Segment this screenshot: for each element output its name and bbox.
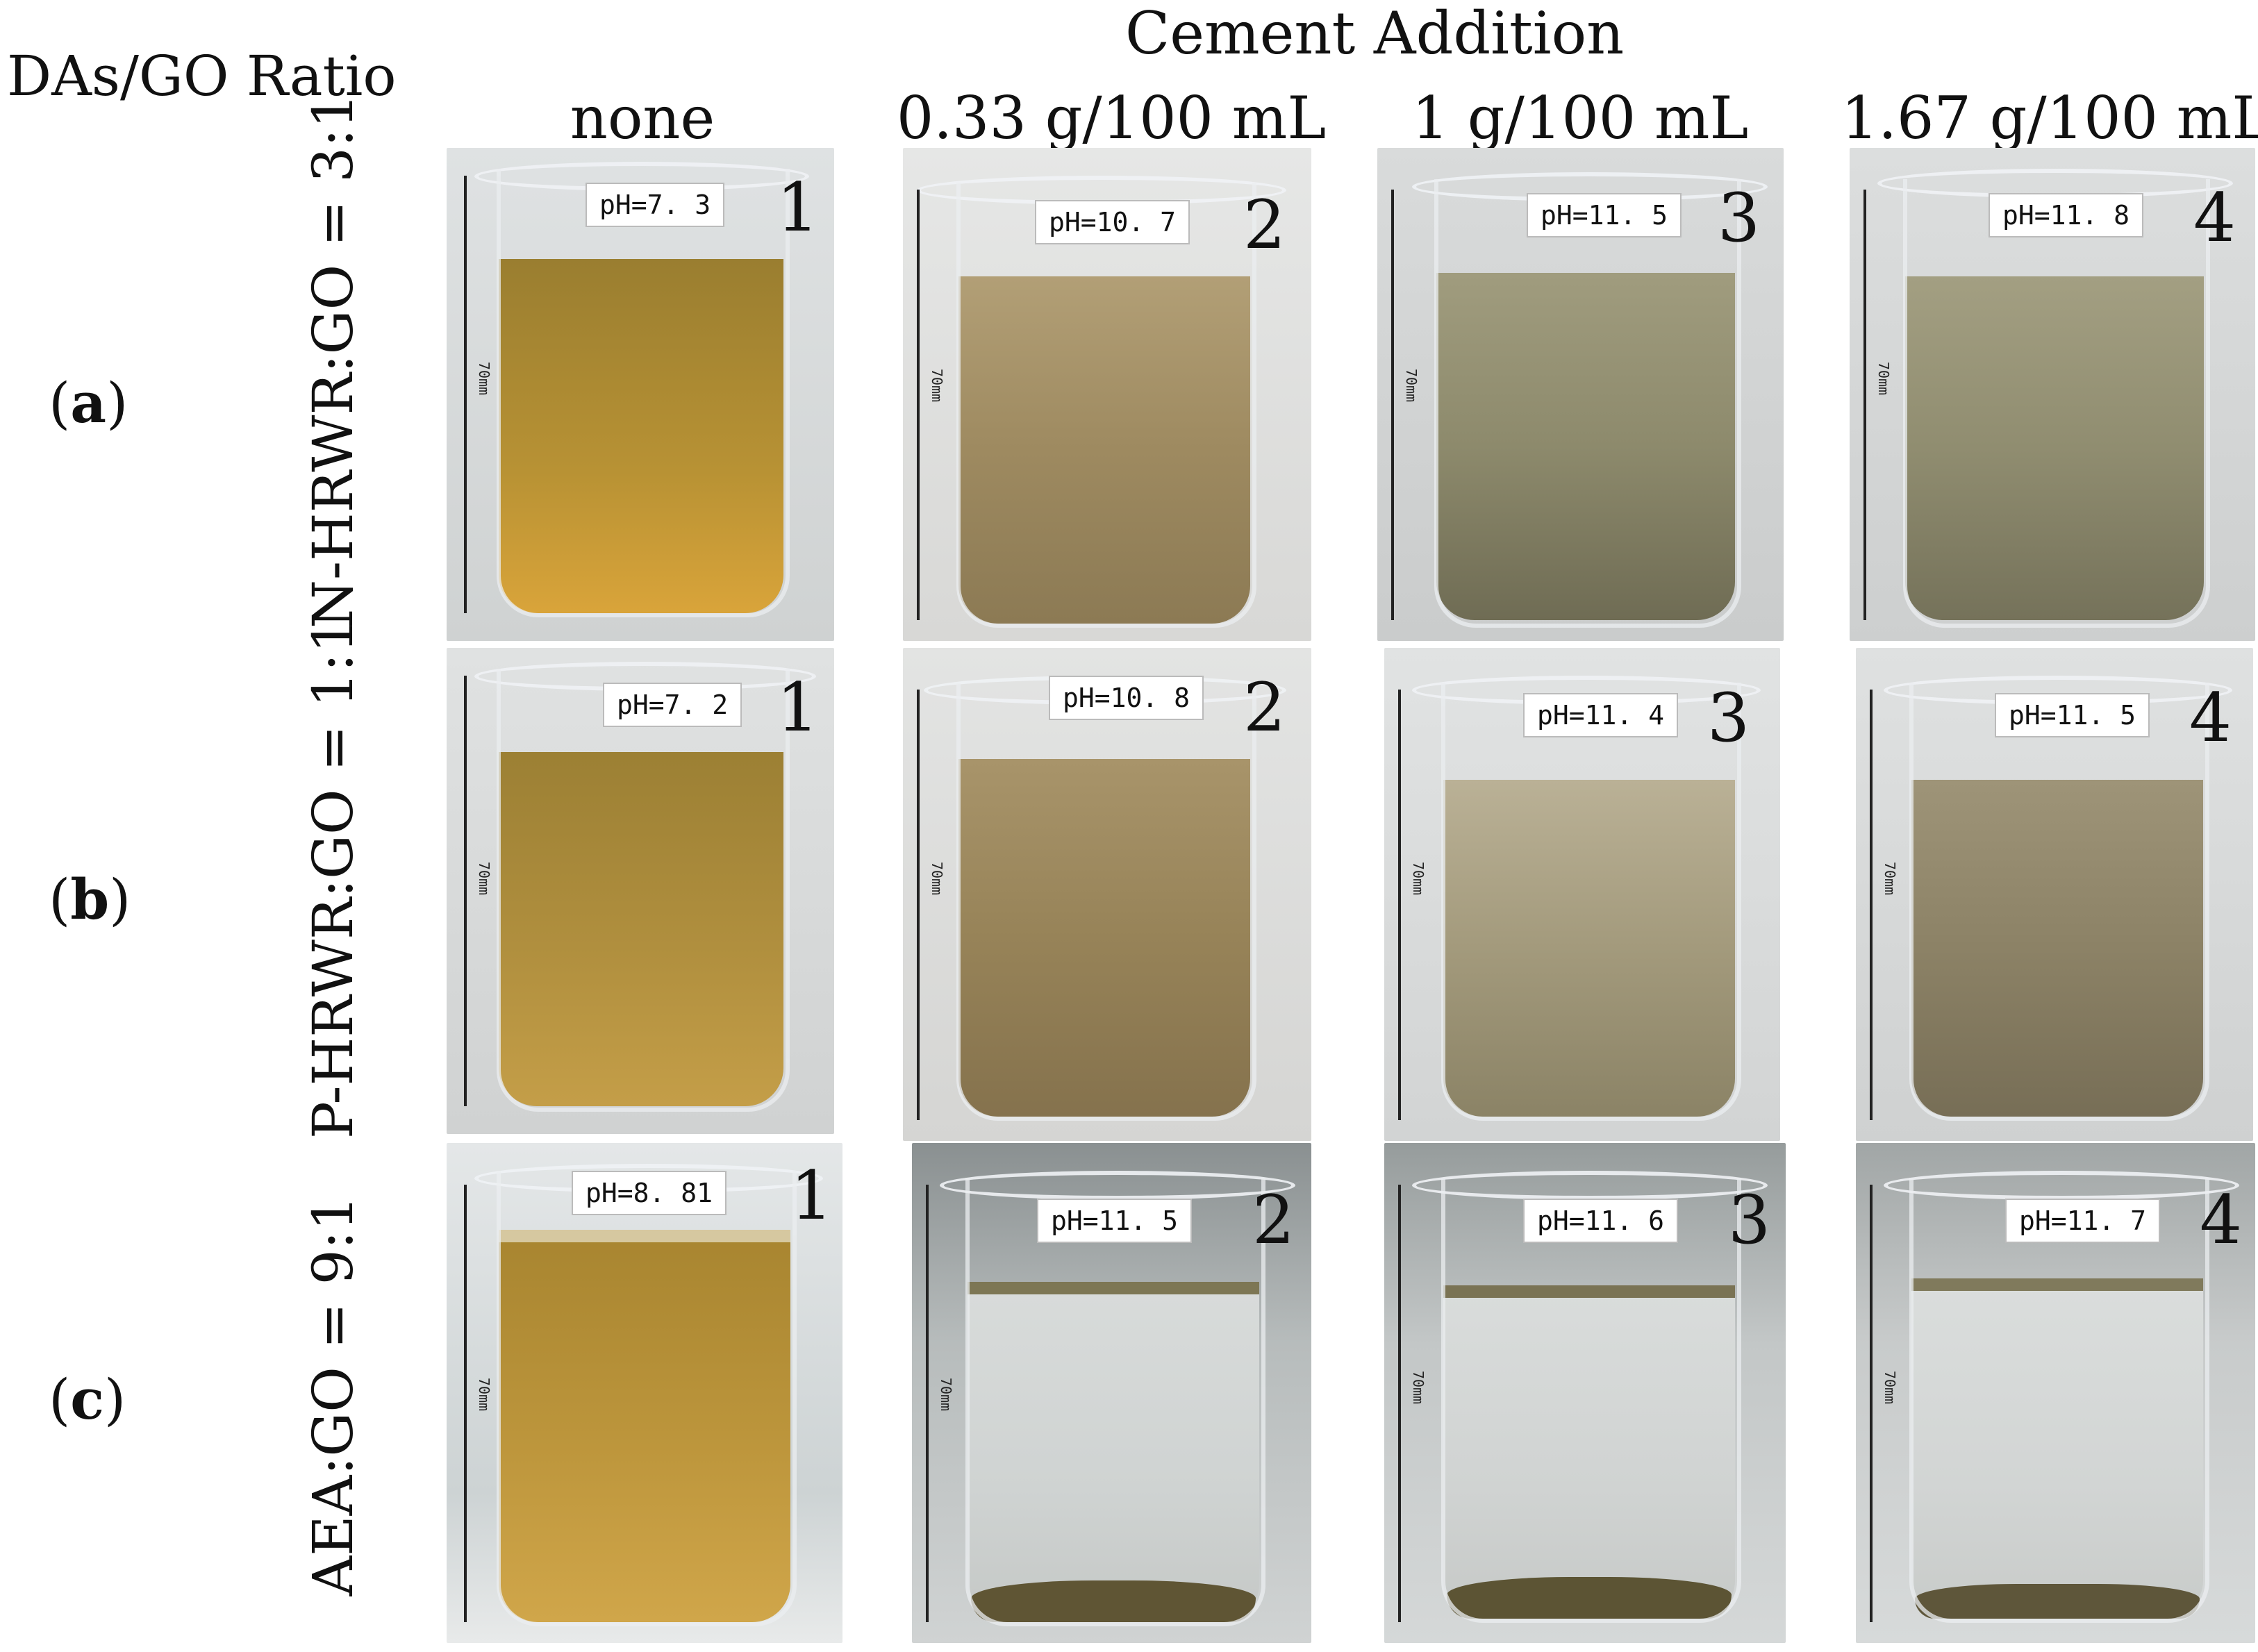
sample-number: 1 (790, 1157, 833, 1235)
beaker-photo-a2: 70mm pH=10. 7 2 (903, 148, 1311, 641)
ph-label: pH=11. 5 (1995, 693, 2150, 737)
row-label-a: (a) (49, 370, 128, 435)
scale-label: 70mm (1882, 1370, 1899, 1405)
sample-number: 2 (1243, 669, 1286, 746)
beaker-photo-c1: 70mm pH=8. 81 1 (447, 1143, 842, 1643)
sample-number: 2 (1252, 1181, 1295, 1259)
row-label-b: (b) (49, 867, 131, 932)
column-label-1-67: 1.67 g/100 mL (1841, 84, 2258, 152)
dasgo-ratio-header: DAs/GO Ratio (7, 44, 397, 108)
scale-label: 70mm (1410, 861, 1427, 896)
ph-label: pH=11. 5 (1527, 193, 1682, 237)
scale-label: 70mm (1882, 861, 1899, 896)
sample-number: 1 (777, 669, 820, 746)
scale-label: 70mm (476, 861, 493, 896)
beaker-photo-c4: 70mm pH=11. 7 4 (1856, 1143, 2255, 1643)
sample-number: 3 (1728, 1181, 1771, 1259)
cement-addition-header: Cement Addition (1125, 0, 1625, 67)
group-label-a: N-HRWR:GO = 3:1 (301, 93, 365, 628)
ph-label: pH=10. 7 (1035, 200, 1190, 244)
ph-label: pH=11. 4 (1523, 693, 1679, 737)
beaker-photo-a3: 70mm pH=11. 5 3 (1377, 148, 1784, 641)
row-label-c: (c) (49, 1367, 126, 1432)
sample-number: 1 (777, 169, 820, 247)
ph-label: pH=10. 8 (1049, 676, 1204, 720)
column-label-1: 1 g/100 mL (1411, 84, 1749, 152)
beaker-photo-c2: 70mm pH=11. 5 2 (912, 1143, 1311, 1643)
ph-label: pH=11. 5 (1037, 1199, 1193, 1243)
beaker-photo-a4: 70mm pH=11. 8 4 (1850, 148, 2255, 641)
column-label-none: none (570, 84, 715, 152)
ph-label: pH=11. 6 (1523, 1199, 1679, 1243)
sample-number: 4 (2200, 1181, 2243, 1259)
group-label-b: P-HRWR:GO = 1:1 (301, 617, 365, 1139)
sample-number: 2 (1243, 186, 1286, 264)
ph-label: pH=8. 81 (572, 1171, 727, 1215)
column-label-0-33: 0.33 g/100 mL (896, 84, 1327, 152)
scale-label: 70mm (1875, 361, 1893, 396)
ph-label: pH=7. 3 (586, 183, 725, 227)
beaker-photo-c3: 70mm pH=11. 6 3 (1384, 1143, 1786, 1643)
sample-number: 4 (2193, 179, 2236, 257)
scale-label: 70mm (476, 361, 493, 396)
ph-label: pH=11. 7 (2005, 1199, 2161, 1243)
beaker-photo-b2: 70mm pH=10. 8 2 (903, 648, 1311, 1141)
scale-label: 70mm (476, 1377, 493, 1412)
scale-label: 70mm (1403, 368, 1420, 403)
beaker-photo-b3: 70mm pH=11. 4 3 (1384, 648, 1780, 1141)
group-label-c: AEA:GO = 9:1 (301, 1195, 365, 1596)
scale-label: 70mm (1410, 1370, 1427, 1405)
sample-number: 4 (2189, 679, 2232, 757)
sample-number: 3 (1718, 179, 1761, 257)
sample-number: 3 (1707, 679, 1750, 757)
beaker-photo-a1: 70mm pH=7. 3 1 (447, 148, 834, 641)
scale-label: 70mm (929, 368, 946, 403)
ph-label: pH=7. 2 (603, 683, 742, 727)
ph-label: pH=11. 8 (1989, 193, 2144, 237)
beaker-photo-b1: 70mm pH=7. 2 1 (447, 648, 834, 1134)
scale-label: 70mm (938, 1377, 955, 1412)
beaker-photo-b4: 70mm pH=11. 5 4 (1856, 648, 2253, 1141)
scale-label: 70mm (929, 861, 946, 896)
